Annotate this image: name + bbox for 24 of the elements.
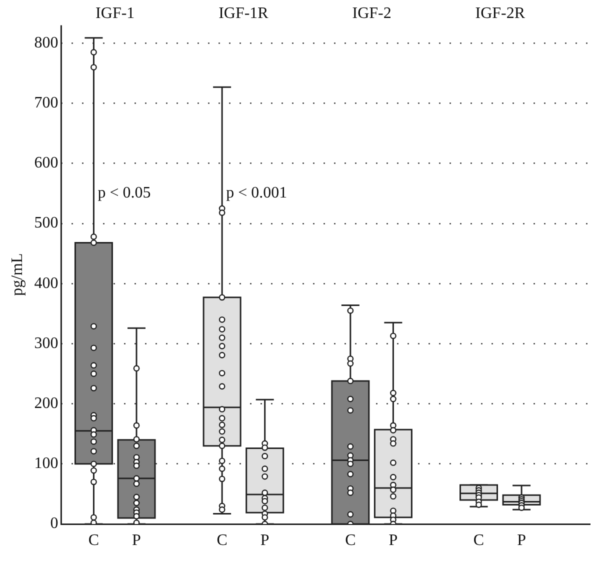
text: P [260,532,270,550]
x-tick-label: IGF-1R [218,4,269,22]
series-label: C [345,532,356,550]
y-tick-label: 600 [34,154,58,172]
text: C [473,532,484,550]
x-tick-label: IGF-2 [352,4,392,22]
text: C [88,532,100,550]
y-tick-label: 0 [50,515,58,532]
text: P [517,532,526,550]
series-label: P [132,532,142,550]
y-axis-title: pg/mL [8,253,26,296]
y-tick-label: 300 [34,334,58,352]
x-tick-label: IGF-2R [475,4,526,22]
y-tick-label: 500 [34,214,58,232]
y-tick-label: 700 [34,94,58,112]
x-tick-label: IGF-1 [96,4,135,22]
y-tick-label: 400 [34,274,58,292]
y-tick-label: 800 [34,34,58,52]
annotation: p < 0.001 [226,184,288,202]
annotation: p < 0.05 [98,184,151,202]
y-tick-label: 100 [34,455,58,472]
text: P [388,532,398,550]
text: C [216,532,228,550]
y-tick-label: 200 [34,395,58,412]
